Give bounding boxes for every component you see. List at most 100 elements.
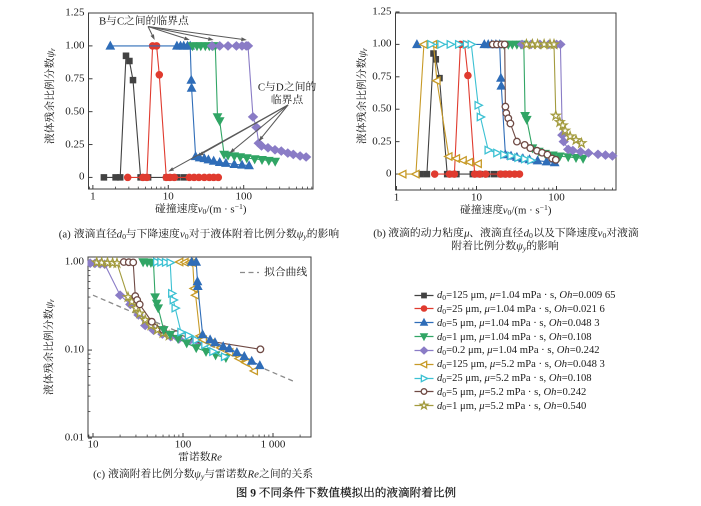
tri-up-marker-icon: [218, 341, 229, 351]
legend-marker-tri-left-icon: [414, 360, 433, 369]
square-marker-icon: [129, 76, 137, 84]
series-d25-mu1.04-a: [123, 42, 223, 182]
subplot-c-yaxis-label: ψr: [43, 299, 56, 395]
legend-item-label: d0=5 μm, μ=5.2 mPa · s, Oh=0.242: [437, 386, 587, 399]
square-marker-icon: [423, 170, 431, 178]
tri-left-marker-icon: [443, 151, 453, 162]
annotation-leaders-1: [168, 104, 289, 172]
subplot-a-xaxis-label: v0/(m · s−1): [154, 202, 246, 215]
tri-right-marker-icon: [500, 149, 510, 160]
legend-item-label: d0=1 μm, μ=5.2 mPa · s, Oh=0.540: [437, 400, 587, 413]
legend-item-label: d0=125 μm, μ=1.04 mPa · s, Oh=0.009 65: [437, 290, 616, 302]
subplot-a-y-tick: 0: [79, 170, 85, 183]
subplot-b: [395, 11, 618, 191]
annotation-arrowhead-icon: [150, 34, 155, 40]
tri-right-marker-icon: [493, 148, 503, 158]
tri-left-marker-icon: [472, 158, 482, 169]
subplot-c-y-tick: 0.10: [64, 343, 84, 356]
circle-marker-icon: [481, 170, 490, 178]
circle-marker-icon: [143, 173, 151, 182]
subplot-b-y-tick: 0.75: [372, 70, 392, 83]
legend-marker-diamond-icon: [414, 346, 433, 355]
subplot-a: [88, 12, 314, 190]
series-d25-mu5.2-b: [427, 39, 537, 166]
square-marker-icon: [100, 174, 108, 181]
tri-up-marker-icon: [203, 154, 214, 164]
annotation-leader-line: [261, 104, 289, 138]
subplot-c-y-tick: 0.01: [64, 431, 84, 444]
diamond-marker-icon: [567, 145, 578, 156]
tri-right-marker-icon: [161, 257, 172, 268]
circle-marker-icon: [170, 173, 179, 182]
tri-down-marker-icon: [201, 347, 211, 357]
tri-left-marker-icon: [410, 169, 420, 179]
annotation-critical-point-c-d-line2: [271, 93, 303, 105]
circle-marker-icon: [430, 170, 439, 178]
tri-right-marker-icon: [514, 152, 524, 163]
tri-right-marker-icon: [446, 39, 456, 50]
diamond-marker-icon: [583, 148, 594, 158]
subplot-a-x-tick: 1: [90, 190, 96, 203]
annotation-arrowhead-icon: [207, 37, 214, 41]
legend-item-label: d0=125 μm, μ=5.2 mPa · s, Oh=0.048 3: [437, 359, 605, 371]
star-marker-icon: [417, 399, 430, 411]
tri-up-marker-icon: [244, 160, 254, 170]
tri-right-marker-icon: [169, 295, 179, 305]
legend-item-label: d0=5 μm, μ=1.04 mPa · s, Oh=0.048 3: [437, 317, 600, 330]
annotation-arrowhead-icon: [241, 37, 247, 42]
caption-subplot-b-line2: ψy: [451, 240, 559, 252]
subplot-b-y-tick: 0: [386, 167, 392, 180]
tri-up-marker-icon: [541, 156, 552, 166]
series-d5-mu1.04-c: [186, 256, 265, 370]
subplot-b-x-tick: 100: [548, 191, 565, 204]
tri-down-marker-icon: [235, 153, 246, 163]
caption-subplot-c: (c) ψy Re: [93, 468, 313, 480]
circle-marker-icon: [147, 317, 156, 326]
diamond-marker-icon: [222, 41, 234, 51]
subplot-b-y-tick: 1.00: [372, 37, 392, 50]
circle-marker-icon: [501, 102, 510, 111]
series-d125-mu1.04-a: [100, 52, 187, 181]
tri-down-marker-icon: [578, 154, 588, 164]
series-d5-mu1.04-a: [105, 40, 254, 170]
subplot-c: [87, 255, 312, 439]
circle-marker-icon: [129, 258, 138, 267]
subplot-a-y-tick: 0.75: [65, 72, 85, 85]
legend-marker-tri-down-icon: [414, 333, 433, 342]
diamond-marker-icon: [300, 152, 312, 162]
legend-marker-circle-icon: [414, 388, 433, 396]
diamond-marker-icon: [600, 150, 611, 160]
fit-curve-dashed-line: [92, 294, 297, 383]
tri-down-marker-icon: [249, 155, 260, 165]
circle-marker-icon: [420, 305, 427, 313]
tri-up-marker-icon: [419, 317, 428, 326]
series-d125-mu5.2-b: [397, 39, 482, 179]
tri-right-marker-icon: [437, 39, 447, 50]
circle-marker-icon: [135, 300, 144, 309]
tri-left-marker-icon: [418, 39, 428, 50]
diamond-marker-icon: [214, 41, 225, 51]
series-line: [420, 53, 501, 175]
tri-right-marker-icon: [157, 257, 167, 267]
tri-right-marker-icon: [420, 373, 429, 383]
subplot-b-xaxis-label: v0/(m · s−1): [459, 203, 551, 216]
circle-marker-icon: [512, 137, 521, 146]
tri-up-marker-icon: [221, 157, 231, 167]
tri-right-marker-icon: [520, 154, 531, 164]
tri-up-marker-icon: [186, 74, 197, 84]
circle-marker-icon: [256, 345, 265, 354]
diamond-marker-icon: [607, 151, 618, 161]
annotation-leader-line: [172, 104, 289, 170]
subplot-c-frame: [87, 256, 312, 438]
subplot-b-x-tick: 10: [470, 191, 482, 204]
subplot-a-frame: [88, 12, 314, 190]
circle-marker-icon: [464, 71, 472, 80]
tri-down-marker-icon: [419, 333, 428, 342]
tri-left-marker-icon: [450, 153, 461, 164]
circle-marker-icon: [551, 155, 560, 164]
annotation-leaders-0: [147, 25, 247, 42]
legend-item-label: d0=0.2 μm, μ=1.04 mPa · s, Oh=0.242: [437, 345, 600, 358]
circle-marker-icon: [515, 170, 524, 178]
series-d1-mu1.04-b: [499, 40, 588, 164]
